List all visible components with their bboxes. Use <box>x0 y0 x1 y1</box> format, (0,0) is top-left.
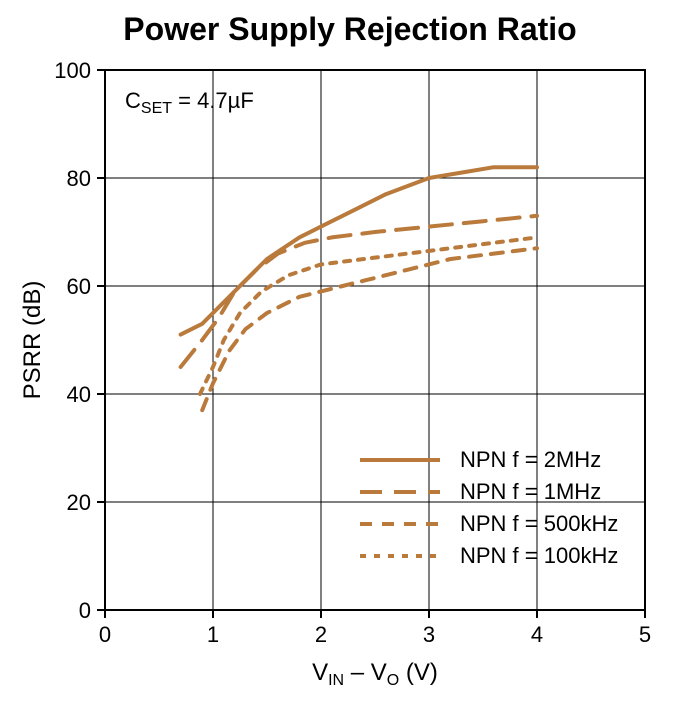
y-axis-label: PSRR (dB) <box>19 281 46 400</box>
x-tick-label: 3 <box>423 622 435 647</box>
y-tick-label: 0 <box>79 598 91 623</box>
legend-label: NPN f = 2MHz <box>460 447 601 472</box>
y-tick-label: 60 <box>67 274 91 299</box>
x-axis-label: VIN – VO (V) <box>312 659 438 689</box>
x-tick-label: 0 <box>99 622 111 647</box>
y-tick-label: 100 <box>54 58 91 83</box>
x-tick-label: 1 <box>207 622 219 647</box>
series-2MHz <box>181 167 537 334</box>
legend-label: NPN f = 500kHz <box>460 511 618 536</box>
legend-label: NPN f = 1MHz <box>460 479 601 504</box>
legend-label: NPN f = 100kHz <box>460 543 618 568</box>
series-100kHz <box>200 237 537 394</box>
x-tick-label: 4 <box>531 622 543 647</box>
chart-note: CSET = 4.7µF <box>125 88 254 117</box>
y-tick-label: 40 <box>67 382 91 407</box>
psrr-chart: Power Supply Rejection Ratio 0 1 2 3 4 5 0 20 40 6… <box>0 0 700 721</box>
y-tick-label: 20 <box>67 490 91 515</box>
x-tick-label: 5 <box>639 622 651 647</box>
x-tick-label: 2 <box>315 622 327 647</box>
chart-title: Power Supply Rejection Ratio <box>123 11 576 47</box>
y-tick-label: 80 <box>67 166 91 191</box>
